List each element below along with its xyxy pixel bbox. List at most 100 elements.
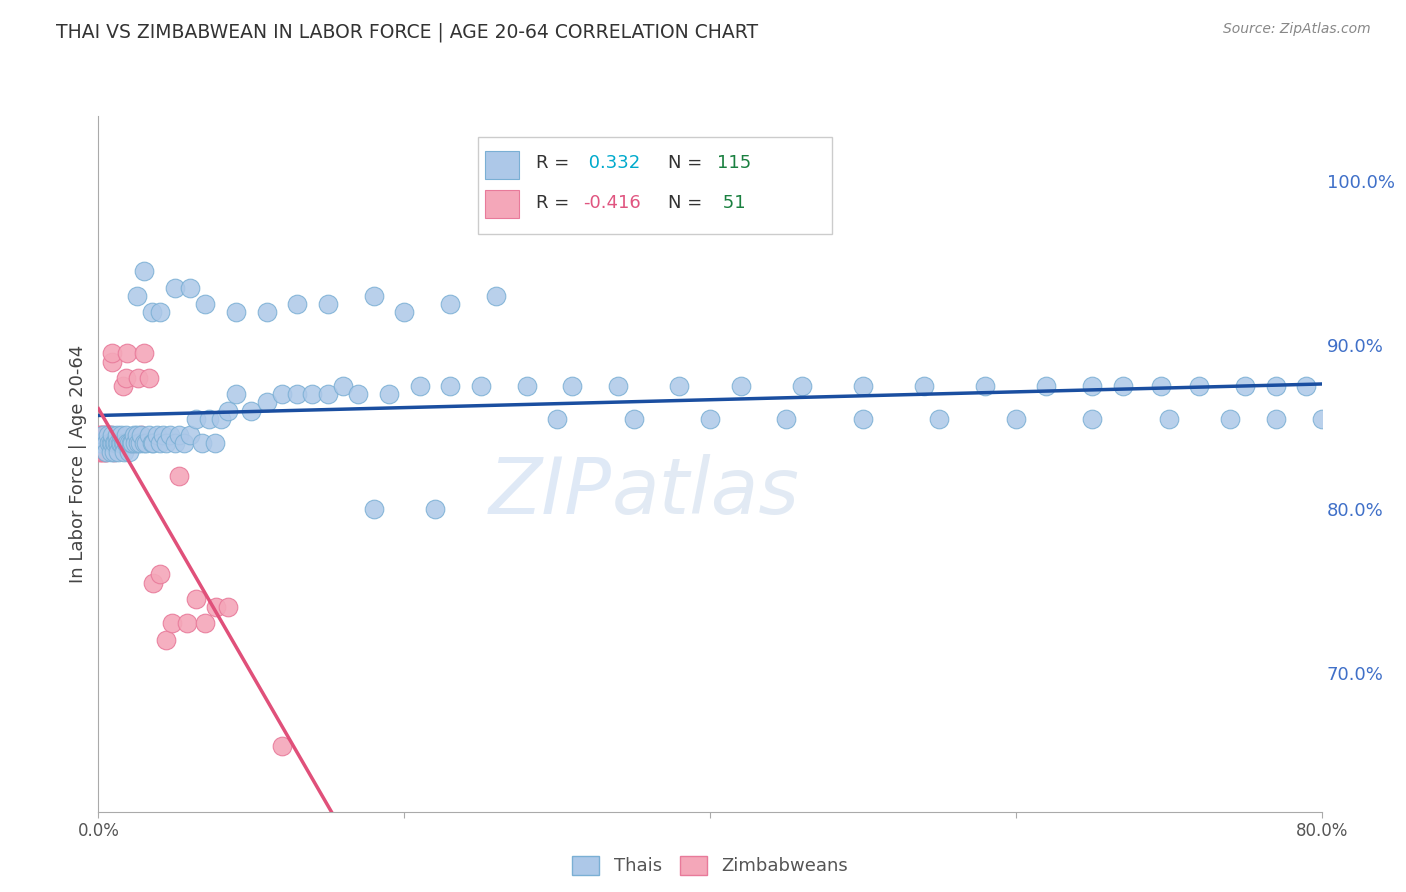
Point — [91, 444, 114, 458]
Point — [134, 436, 156, 450]
Point — [155, 436, 177, 450]
Point — [115, 371, 138, 385]
Point — [89, 436, 111, 450]
Point — [217, 600, 239, 615]
Point — [217, 403, 239, 417]
Point — [270, 387, 292, 401]
Point — [194, 616, 217, 631]
Point — [152, 428, 174, 442]
Point — [316, 387, 339, 401]
Point — [179, 281, 201, 295]
Text: 0.332: 0.332 — [583, 154, 640, 172]
Point — [105, 436, 128, 450]
Point — [98, 428, 121, 442]
Point — [149, 567, 172, 582]
Point — [115, 428, 138, 442]
Point — [134, 346, 156, 360]
FancyBboxPatch shape — [485, 190, 519, 219]
Point — [125, 428, 148, 442]
Point — [928, 412, 950, 426]
Point — [138, 371, 160, 385]
Point — [129, 428, 152, 442]
Point — [423, 501, 446, 516]
Point — [197, 412, 219, 426]
Point — [100, 444, 122, 458]
Point — [169, 428, 191, 442]
Point — [100, 436, 122, 450]
Point — [111, 379, 134, 393]
Point — [561, 379, 583, 393]
Point — [668, 379, 690, 393]
Point — [103, 436, 125, 450]
Point — [439, 297, 461, 311]
Point — [623, 412, 645, 426]
Point — [101, 428, 124, 442]
Point — [285, 387, 308, 401]
Point — [100, 428, 122, 442]
Point — [149, 436, 172, 450]
Point — [94, 444, 117, 458]
Point — [118, 444, 141, 458]
Point — [852, 412, 875, 426]
Point — [209, 412, 232, 426]
FancyBboxPatch shape — [485, 151, 519, 178]
Point — [94, 428, 117, 442]
Text: R =: R = — [536, 154, 575, 172]
Point — [110, 436, 132, 450]
Point — [852, 379, 875, 393]
Point — [169, 469, 191, 483]
Point — [94, 444, 117, 458]
Point — [104, 436, 127, 450]
Point — [101, 354, 124, 368]
Point — [89, 428, 111, 442]
Point — [89, 444, 111, 458]
Point — [90, 428, 112, 442]
Point — [332, 379, 354, 393]
Text: 115: 115 — [717, 154, 752, 172]
Point — [155, 632, 177, 647]
Text: -0.416: -0.416 — [583, 194, 641, 212]
Point — [110, 428, 132, 442]
Point — [93, 444, 115, 458]
Point — [142, 436, 165, 450]
Point — [699, 412, 721, 426]
Point — [110, 436, 132, 450]
Point — [191, 436, 214, 450]
Point — [98, 436, 121, 450]
Point — [103, 444, 125, 458]
Point — [107, 436, 129, 450]
Point — [378, 387, 401, 401]
Point — [118, 436, 141, 450]
Point — [607, 379, 630, 393]
Point — [97, 428, 120, 442]
Point — [90, 436, 112, 450]
Point — [1188, 379, 1211, 393]
Point — [470, 379, 492, 393]
Point — [301, 387, 323, 401]
Point — [141, 305, 163, 319]
Point — [225, 305, 247, 319]
Point — [1219, 412, 1241, 426]
Y-axis label: In Labor Force | Age 20-64: In Labor Force | Age 20-64 — [69, 344, 87, 583]
Point — [93, 428, 115, 442]
Point — [103, 444, 125, 458]
Point — [1157, 412, 1180, 426]
Point — [134, 264, 156, 278]
Point — [285, 297, 308, 311]
Point — [270, 739, 292, 754]
Point — [439, 379, 461, 393]
Point — [1004, 412, 1026, 426]
Point — [392, 305, 416, 319]
Point — [347, 387, 370, 401]
Point — [205, 600, 228, 615]
Point — [163, 281, 186, 295]
Point — [149, 305, 172, 319]
Point — [124, 436, 146, 450]
Point — [186, 591, 208, 606]
Point — [485, 289, 508, 303]
Point — [94, 436, 117, 450]
Point — [91, 428, 114, 442]
Point — [135, 436, 157, 450]
Point — [775, 412, 797, 426]
Point — [179, 428, 201, 442]
